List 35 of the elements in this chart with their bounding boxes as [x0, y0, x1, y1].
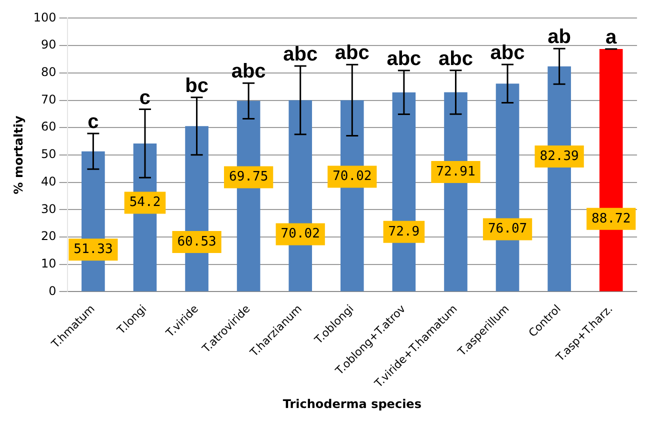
annotation: a — [606, 26, 618, 49]
y-axis-title: % mortaltiy — [11, 116, 26, 194]
data-label: 54.2 — [129, 195, 161, 210]
annotation: abc — [334, 42, 370, 64]
y-tick-label: 100 — [33, 10, 56, 24]
data-label: 82.39 — [540, 148, 579, 164]
annotation: c — [139, 86, 151, 109]
annotation: abc — [438, 48, 473, 70]
data-label: 60.53 — [177, 234, 216, 250]
y-tick-label: 80 — [41, 65, 56, 80]
data-label: 70.02 — [332, 169, 372, 184]
annotation: bc — [185, 75, 208, 98]
annotation: abc — [386, 48, 422, 70]
y-tick-label: 50 — [41, 147, 56, 162]
y-tick-label: 0 — [48, 284, 56, 298]
data-label: 69.75 — [229, 170, 268, 185]
x-axis-title: Trichoderma species — [282, 396, 422, 411]
annotation: ab — [548, 26, 571, 48]
annotation: abc — [283, 44, 318, 66]
annotation: c — [88, 111, 99, 134]
data-label: 70.02 — [280, 226, 320, 242]
y-tick-label: 60 — [41, 120, 56, 134]
y-tick-label: 10 — [41, 256, 56, 270]
y-tick-label: 20 — [41, 229, 56, 244]
data-label: 51.33 — [74, 242, 113, 257]
data-label: 72.91 — [436, 164, 476, 180]
data-label: 88.72 — [592, 211, 631, 226]
data-label: 76.07 — [488, 222, 528, 237]
y-tick-label: 70 — [41, 92, 56, 106]
y-tick-label: 90 — [41, 38, 56, 52]
y-tick-label: 40 — [41, 174, 56, 188]
annotation: abc — [231, 60, 266, 83]
annotation: abc — [490, 42, 525, 64]
y-tick-label: 30 — [41, 202, 56, 216]
data-label: 72.9 — [388, 224, 420, 240]
